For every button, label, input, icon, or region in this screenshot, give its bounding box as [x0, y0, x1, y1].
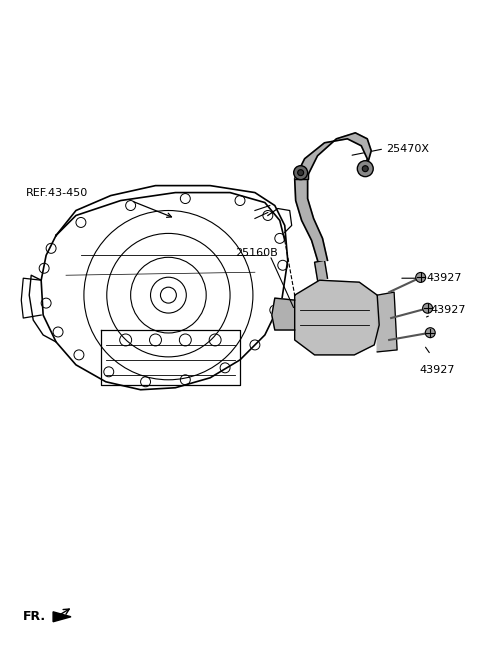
Text: 43927: 43927 [431, 305, 467, 315]
Polygon shape [295, 133, 371, 260]
Circle shape [425, 328, 435, 338]
Polygon shape [295, 280, 379, 355]
Circle shape [298, 170, 304, 175]
Polygon shape [377, 292, 397, 352]
Text: 25470X: 25470X [386, 144, 429, 154]
Circle shape [357, 161, 373, 177]
Circle shape [362, 166, 368, 171]
Text: FR.: FR. [23, 610, 47, 623]
Circle shape [423, 304, 432, 313]
Polygon shape [53, 612, 71, 622]
Polygon shape [314, 260, 327, 280]
Circle shape [416, 273, 426, 283]
Text: 25160B: 25160B [235, 248, 278, 258]
Text: 43927: 43927 [419, 365, 455, 375]
Polygon shape [295, 173, 308, 179]
Text: REF.43-450: REF.43-450 [26, 188, 88, 198]
Text: 43927: 43927 [427, 273, 462, 283]
Polygon shape [272, 298, 295, 330]
Circle shape [294, 166, 308, 179]
